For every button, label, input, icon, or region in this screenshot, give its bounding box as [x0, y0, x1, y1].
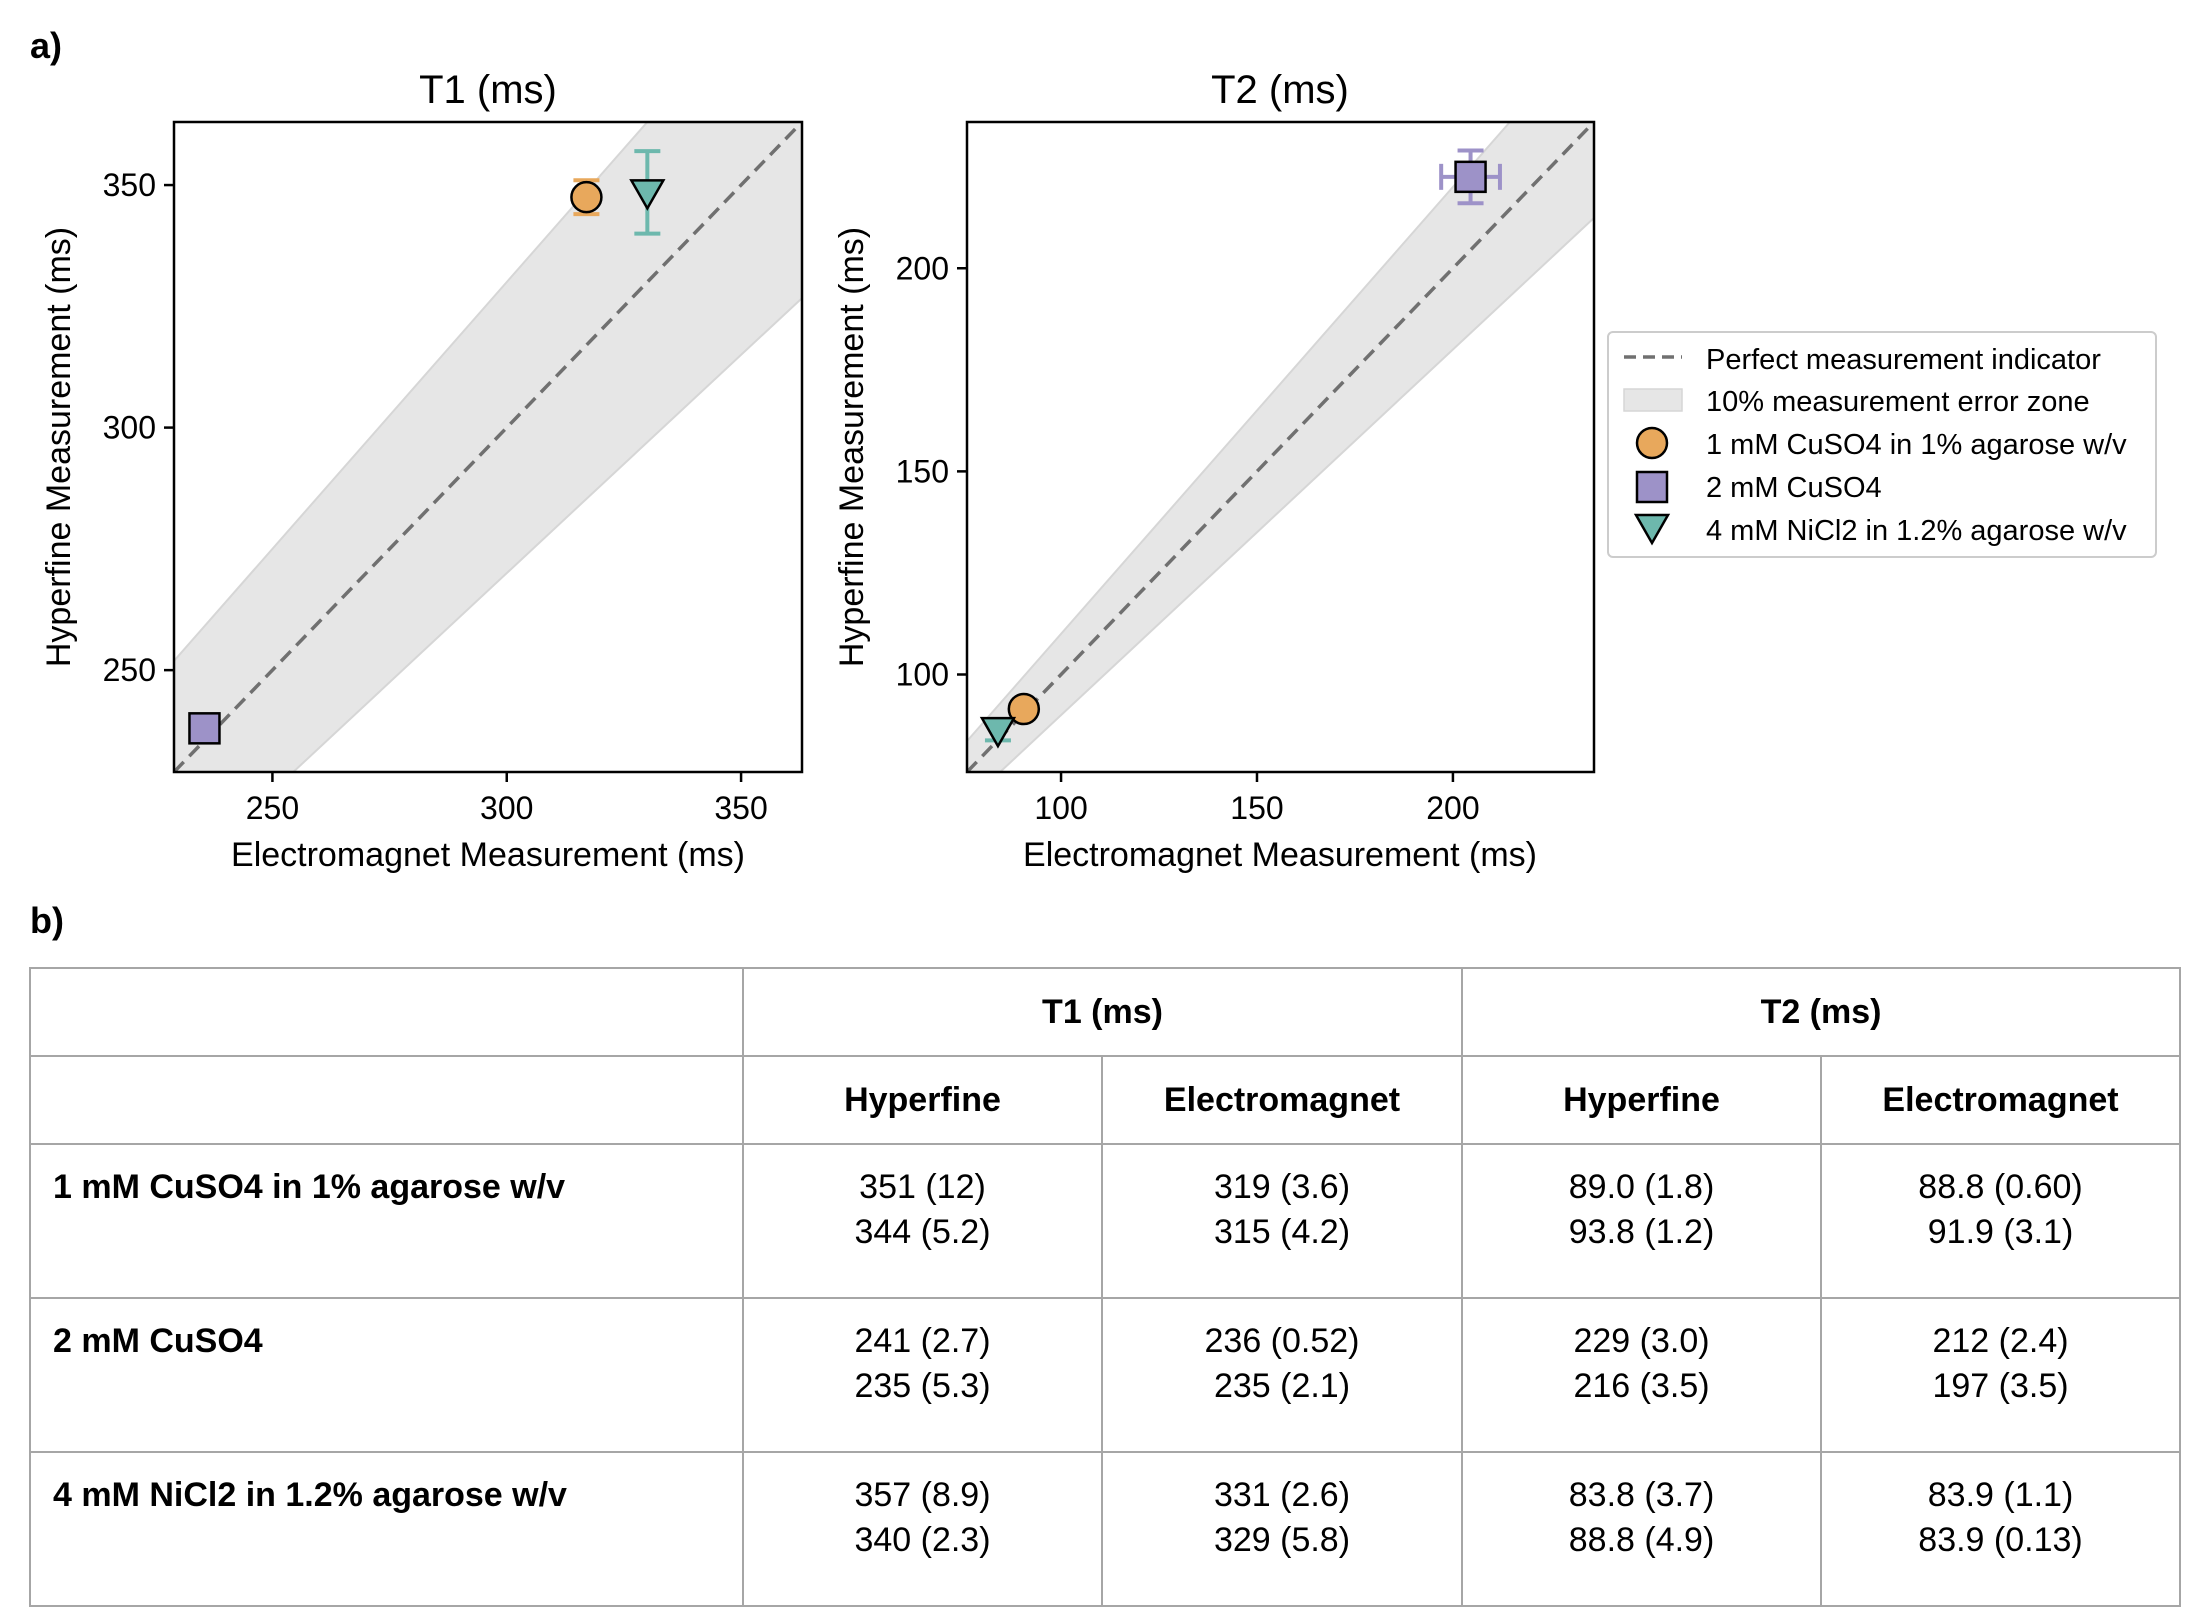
t1-perfect-line	[174, 122, 802, 772]
cell-line: 212 (2.4)	[1932, 1322, 2069, 1360]
cell-line: 357 (8.9)	[854, 1476, 991, 1514]
table-row: 4 mM NiCl2 in 1.2% agarose w/v 357 (8.9)…	[29, 1451, 2182, 1607]
t2-error-zone	[967, 122, 1594, 772]
table-cell: 212 (2.4) 197 (3.5)	[1820, 1297, 2182, 1453]
table-sub-header: Electromagnet	[1100, 1055, 1464, 1145]
t1-y-tick-label: 300	[103, 410, 156, 446]
table-row: 2 mM CuSO4 241 (2.7) 235 (5.3) 236 (0.52)…	[29, 1297, 2182, 1453]
table-cell: 357 (8.9) 340 (2.3)	[742, 1451, 1103, 1607]
t1-title: T1 (ms)	[419, 68, 557, 112]
t2-perfect-line	[967, 122, 1594, 772]
cell-line: 241 (2.7)	[854, 1322, 991, 1360]
table-corner-cell	[29, 1055, 744, 1145]
legend-perfect-label: Perfect measurement indicator	[1706, 344, 2101, 376]
table-row-name: 4 mM NiCl2 in 1.2% agarose w/v	[29, 1451, 744, 1607]
table-cell: 351 (12) 344 (5.2)	[742, 1143, 1103, 1299]
t2-point-circle	[1007, 692, 1041, 726]
panel-label-a: a)	[30, 25, 63, 66]
t2-title: T2 (ms)	[1211, 68, 1349, 112]
t2-point-triangle	[979, 716, 1017, 749]
table-row-name: 2 mM CuSO4	[29, 1297, 744, 1453]
t1-x-tick-label: 250	[246, 790, 299, 826]
t2-x-tick-label: 200	[1426, 790, 1479, 826]
table-cell: 319 (3.6) 315 (4.2)	[1100, 1143, 1464, 1299]
cell-line: 91.9 (3.1)	[1927, 1213, 2074, 1251]
cell-line: 89.0 (1.8)	[1568, 1168, 1715, 1206]
t2-y-tick-label: 100	[896, 657, 949, 693]
t2-point-square	[1454, 160, 1487, 194]
t1-x-tick-label: 300	[480, 790, 533, 826]
t1-y-tick-label: 350	[103, 167, 156, 203]
t1-point-square	[188, 712, 221, 745]
cell-line: 235 (2.1)	[1213, 1367, 1351, 1405]
legend-s1-label: 1 mM CuSO4 in 1% agarose w/v	[1706, 429, 2127, 461]
table-sub-header: Hyperfine	[1461, 1055, 1823, 1145]
cell-line: 197 (3.5)	[1932, 1367, 2069, 1405]
cell-line: 319 (3.6)	[1213, 1168, 1351, 1206]
legend-circle-marker	[1635, 426, 1669, 460]
t1-scatter-chart: 250 300 350 250 300 350 T1 (ms) Electromagnet…	[40, 68, 804, 874]
cell-line: 88.8 (4.9)	[1568, 1521, 1715, 1559]
legend-s2-label: 2 mM CuSO4	[1706, 472, 1882, 504]
cell-line: 235 (5.3)	[854, 1367, 991, 1405]
cell-line: 344 (5.2)	[854, 1213, 991, 1251]
legend: Perfect measurement indicator 10% measur…	[1607, 331, 2157, 558]
t1-point-circle	[570, 180, 603, 214]
t1-ylabel: Hyperfine Measurement (ms)	[40, 227, 78, 667]
cell-line: 93.8 (1.2)	[1568, 1213, 1715, 1251]
table-cell: 331 (2.6) 329 (5.8)	[1100, 1451, 1464, 1607]
t2-scatter-chart: 100 150 200 100 150 200 T2 (ms) Electromagnet…	[833, 68, 1596, 874]
t1-error-zone	[174, 122, 802, 772]
cell-line: 329 (5.8)	[1213, 1521, 1351, 1559]
table-cell: 229 (3.0) 216 (3.5)	[1461, 1297, 1823, 1453]
panel-label-b: b)	[30, 900, 64, 941]
table-cell: 236 (0.52) 235 (2.1)	[1100, 1297, 1464, 1453]
t1-y-tick-label: 250	[103, 652, 156, 688]
table-group-header-row: T1 (ms) T2 (ms)	[29, 967, 2182, 1057]
table-cell: 241 (2.7) 235 (5.3)	[742, 1297, 1103, 1453]
t1-x-tick-label: 350	[714, 790, 767, 826]
legend-zone-label: 10% measurement error zone	[1706, 386, 2090, 418]
legend-box	[1607, 331, 2157, 558]
table-row: 1 mM CuSO4 in 1% agarose w/v 351 (12) 344…	[29, 1143, 2182, 1299]
cell-line: 83.8 (3.7)	[1568, 1476, 1715, 1514]
t2-xlabel: Electromagnet Measurement (ms)	[1023, 836, 1537, 874]
t2-ylabel: Hyperfine Measurement (ms)	[833, 227, 871, 667]
cell-line: 236 (0.52)	[1204, 1322, 1360, 1360]
table-group-header: T1 (ms)	[741, 967, 1464, 1057]
t2-y-tick-label: 150	[896, 453, 949, 489]
table-sub-header-row: Hyperfine Electromagnet Hyperfine Electr…	[29, 1055, 2182, 1145]
cell-line: 216 (3.5)	[1573, 1367, 1710, 1405]
table-group-header: T2 (ms)	[1461, 967, 2182, 1057]
cell-line: 340 (2.3)	[854, 1521, 991, 1559]
t2-x-tick-label: 100	[1034, 790, 1087, 826]
table-row-name: 1 mM CuSO4 in 1% agarose w/v	[29, 1143, 744, 1299]
cell-line: 83.9 (1.1)	[1927, 1476, 2074, 1514]
cell-line: 229 (3.0)	[1573, 1322, 1710, 1360]
legend-square-marker	[1635, 470, 1669, 504]
table-sub-header: Hyperfine	[742, 1055, 1103, 1145]
t2-plot-frame	[965, 120, 1596, 774]
t1-plot-frame	[172, 120, 804, 774]
cell-line: 83.9 (0.13)	[1918, 1521, 2083, 1559]
table-cell: 89.0 (1.8) 93.8 (1.2)	[1461, 1143, 1823, 1299]
cell-line: 88.8 (0.60)	[1918, 1168, 2083, 1206]
cell-line: 331 (2.6)	[1213, 1476, 1351, 1514]
results-table: T1 (ms) T2 (ms) Hyperfine Electromagnet …	[29, 967, 2182, 1607]
cell-line: 351 (12)	[859, 1168, 986, 1206]
table-cell: 83.9 (1.1) 83.9 (0.13)	[1820, 1451, 2182, 1607]
legend-zone-swatch	[1623, 388, 1683, 412]
t2-y-tick-label: 200	[896, 250, 949, 286]
table-cell: 83.8 (3.7) 88.8 (4.9)	[1461, 1451, 1823, 1607]
table-sub-header: Electromagnet	[1820, 1055, 2182, 1145]
table-corner-cell	[29, 967, 744, 1057]
t1-point-triangle	[629, 179, 666, 211]
t1-xlabel: Electromagnet Measurement (ms)	[231, 836, 745, 874]
table-cell: 88.8 (0.60) 91.9 (3.1)	[1820, 1143, 2182, 1299]
legend-s3-label: 4 mM NiCl2 in 1.2% agarose w/v	[1706, 515, 2127, 547]
cell-line: 315 (4.2)	[1213, 1213, 1351, 1251]
charts-svg: 250 300 350 250 300 350 T1 (ms) Electromagnet…	[40, 68, 2157, 874]
t2-x-tick-label: 150	[1230, 790, 1283, 826]
legend-triangle-marker	[1633, 513, 1671, 546]
